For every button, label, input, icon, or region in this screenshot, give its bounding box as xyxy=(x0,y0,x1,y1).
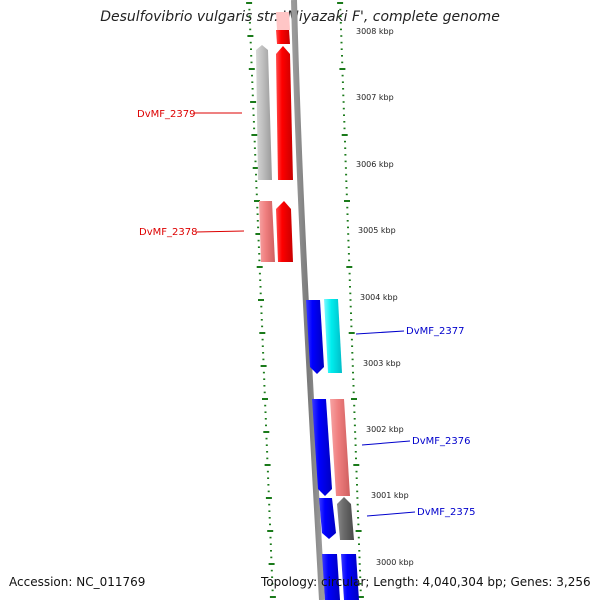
gene-feature xyxy=(306,300,324,374)
scale-tick-label: 3006 kbp xyxy=(356,160,394,169)
gene-label: DvMF_2378 xyxy=(139,227,197,238)
gene-track-lower xyxy=(306,299,359,600)
gene-label: DvMF_2377 xyxy=(406,326,464,337)
gene-feature xyxy=(341,554,359,600)
scale-tick-label: 3001 kbp xyxy=(371,491,409,500)
gene-track-forward xyxy=(276,12,293,262)
accession-text: Accession: NC_011769 xyxy=(9,575,146,589)
gene-label-leader xyxy=(355,330,405,335)
map-title: Desulfovibrio vulgaris str. 'Miyazaki F'… xyxy=(100,9,500,25)
gene-label-leader xyxy=(361,440,411,446)
gene-feature xyxy=(324,299,342,373)
gene-feature xyxy=(322,554,340,600)
topology-text: Topology: circular; Length: 4,040,304 bp… xyxy=(261,575,591,589)
gene-feature xyxy=(259,201,275,262)
right-tick-ruler xyxy=(337,2,364,598)
gene-feature xyxy=(319,498,336,539)
scale-tick-label: 3008 kbp xyxy=(356,27,394,36)
scale-tick-label: 3000 kbp xyxy=(376,558,414,567)
gene-feature xyxy=(276,12,290,30)
gene-label-leader xyxy=(195,230,245,233)
gene-label: DvMF_2376 xyxy=(412,436,470,447)
gene-feature xyxy=(330,399,350,496)
scale-labels: 3008 kbp 3007 kbp 3006 kbp 3005 kbp 3004… xyxy=(356,27,414,567)
gene-label: DvMF_2379 xyxy=(137,109,195,120)
gene-label-leader xyxy=(366,511,416,517)
gene-feature xyxy=(276,46,293,180)
gene-label: DvMF_2375 xyxy=(417,507,475,518)
gene-feature xyxy=(256,45,272,180)
left-tick-ruler xyxy=(246,2,276,598)
scale-tick-label: 3003 kbp xyxy=(363,359,401,368)
gene-feature xyxy=(312,399,332,496)
gene-feature xyxy=(276,201,293,262)
genome-backbone xyxy=(291,0,325,600)
gene-feature xyxy=(276,30,290,44)
gene-feature xyxy=(337,497,354,540)
scale-tick-label: 3007 kbp xyxy=(356,93,394,102)
gene-labels: DvMF_2379 DvMF_2378 DvMF_2377 DvMF_2376 … xyxy=(137,109,475,518)
scale-tick-label: 3004 kbp xyxy=(360,293,398,302)
scale-tick-label: 3002 kbp xyxy=(366,425,404,434)
gene-track-reverse xyxy=(256,45,275,262)
scale-tick-label: 3005 kbp xyxy=(358,226,396,235)
